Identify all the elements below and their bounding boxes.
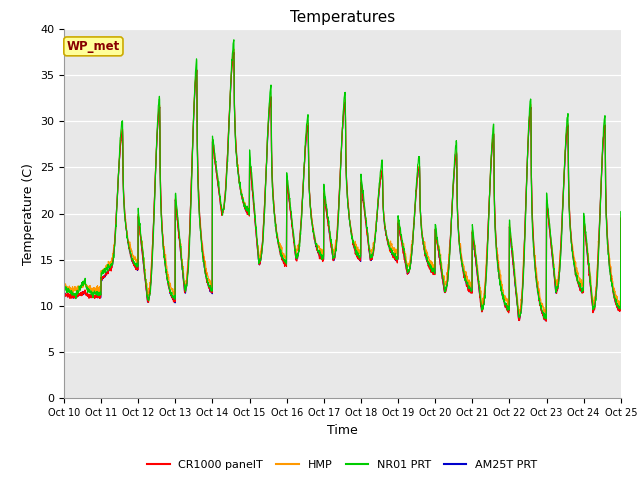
Y-axis label: Temperature (C): Temperature (C) (22, 163, 35, 264)
Title: Temperatures: Temperatures (290, 10, 395, 25)
X-axis label: Time: Time (327, 424, 358, 437)
Legend: CR1000 panelT, HMP, NR01 PRT, AM25T PRT: CR1000 panelT, HMP, NR01 PRT, AM25T PRT (143, 455, 542, 474)
Text: WP_met: WP_met (67, 40, 120, 53)
